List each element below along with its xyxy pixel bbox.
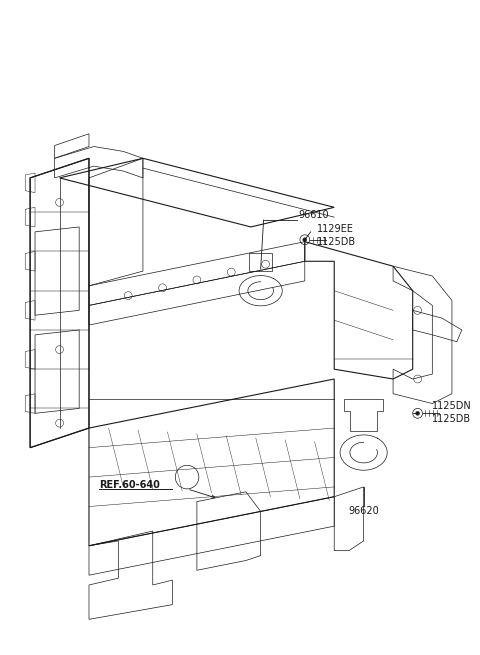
Text: 96610: 96610 <box>298 210 328 220</box>
Text: 1129EE: 1129EE <box>317 224 353 234</box>
Circle shape <box>416 411 420 415</box>
Text: 1125DB: 1125DB <box>432 414 471 424</box>
Text: 1125DB: 1125DB <box>317 236 356 247</box>
Circle shape <box>303 238 307 242</box>
Text: 1125DN: 1125DN <box>432 402 472 411</box>
Text: 96620: 96620 <box>348 506 379 516</box>
Text: REF.60-640: REF.60-640 <box>99 480 160 490</box>
